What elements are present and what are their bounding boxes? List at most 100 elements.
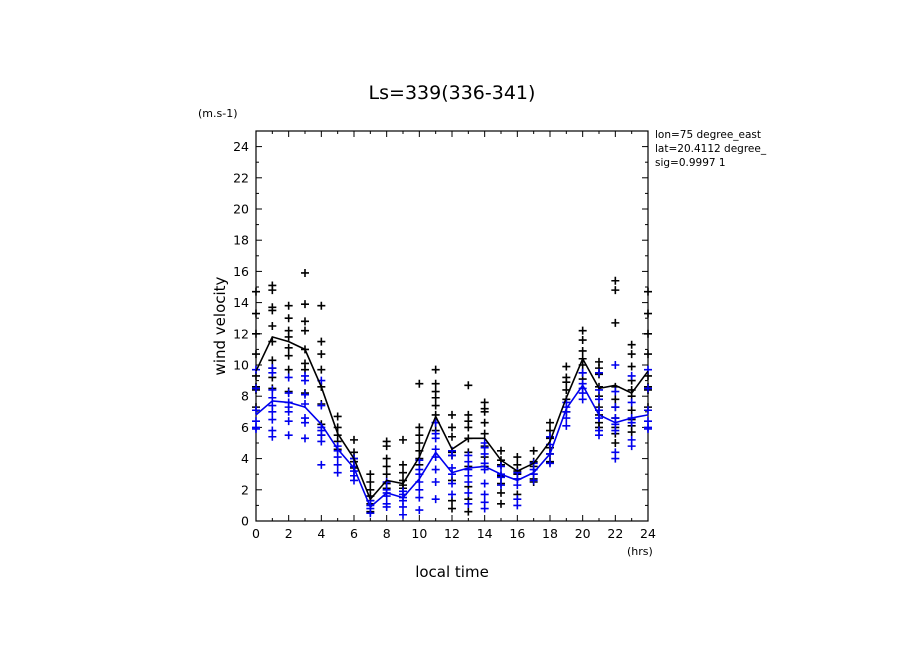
- blue-scatter-point: [578, 368, 587, 377]
- black-scatter-point: [644, 309, 652, 318]
- x-tick-label: 10: [411, 526, 427, 541]
- black-scatter-point: [415, 423, 424, 432]
- blue-scatter-point: [611, 387, 620, 396]
- blue-scatter-point: [431, 434, 440, 443]
- blue-scatter-point: [497, 481, 505, 490]
- y-unit-label: (m.s-1): [198, 107, 238, 120]
- x-tick-label: 0: [252, 526, 260, 541]
- y-tick-label: 22: [233, 170, 249, 185]
- black-scatter-point: [431, 393, 440, 402]
- annotation-lat: lat=20.4112 degree_: [655, 143, 767, 155]
- x-tick-label: 16: [509, 526, 525, 541]
- black-scatter-point: [317, 337, 326, 346]
- black-scatter-point: [448, 504, 456, 513]
- black-scatter-point: [252, 309, 260, 318]
- y-tick-label: 2: [241, 482, 249, 497]
- black-scatter-point: [415, 379, 424, 388]
- y-axis-label: wind velocity: [211, 276, 229, 375]
- black-scatter-point: [578, 346, 587, 355]
- x-tick-label: 20: [575, 526, 591, 541]
- black-scatter-point: [513, 453, 522, 462]
- blue-scatter-point: [497, 462, 505, 471]
- black-scatter-point: [562, 378, 571, 387]
- x-tick-label: 2: [285, 526, 293, 541]
- black-scatter-point: [644, 329, 652, 338]
- black-scatter-point: [301, 268, 309, 277]
- blue-scatter-point: [284, 431, 293, 440]
- blue-scatter-point: [301, 376, 309, 385]
- y-tick-label: 10: [233, 358, 249, 373]
- black-scatter-point: [252, 350, 260, 359]
- black-scatter-point: [268, 306, 277, 315]
- y-tick-label: 20: [233, 202, 249, 217]
- blue-scatter-point: [399, 510, 407, 519]
- blue-scatter-point: [366, 509, 375, 518]
- y-tick-label: 4: [241, 451, 249, 466]
- black-scatter-point: [317, 365, 326, 374]
- blue-scatter-point: [415, 506, 424, 515]
- black-scatter-point: [480, 429, 489, 438]
- blue-scatter-point: [627, 418, 636, 427]
- y-tick-label: 12: [233, 326, 249, 341]
- black-scatter-point: [350, 435, 358, 444]
- black-scatter-point: [252, 329, 260, 338]
- black-scatter-point: [431, 401, 440, 410]
- black-scatter-point: [611, 439, 620, 447]
- black-scatter-point: [448, 423, 456, 432]
- blue-scatter-point: [464, 499, 473, 508]
- blue-scatter-point: [611, 403, 620, 412]
- black-scatter-point: [284, 343, 293, 352]
- x-tick-label: 24: [640, 526, 656, 541]
- black-scatter-point: [611, 318, 620, 327]
- black-scatter-point: [284, 301, 293, 310]
- blue-scatter-point: [480, 449, 489, 458]
- blue-scatter-point: [431, 465, 440, 474]
- black-scatter-point: [627, 428, 636, 437]
- blue-scatter-point: [448, 451, 456, 460]
- black-scatter-point: [333, 412, 342, 421]
- black-scatter-point: [448, 432, 456, 441]
- black-mean-line: [255, 335, 649, 501]
- blue-scatter-point: [611, 454, 620, 463]
- blue-scatter-point: [317, 460, 326, 469]
- blue-scatter-point: [301, 434, 309, 443]
- x-tick-label: 8: [383, 526, 391, 541]
- blue-scatter-point: [464, 457, 473, 466]
- chart-title: Ls=339(336-341): [369, 82, 536, 104]
- black-scatter-point: [464, 381, 473, 390]
- blue-scatter-point: [333, 460, 342, 469]
- black-scatter-point: [627, 350, 636, 359]
- blue-scatter-point: [284, 407, 293, 416]
- y-tick-label: 24: [233, 139, 249, 154]
- blue-scatter-point: [252, 424, 260, 433]
- blue-scatter-point: [529, 476, 538, 485]
- blue-scatter-point: [448, 490, 456, 499]
- blue-scatter-point: [268, 407, 277, 416]
- blue-scatter-point: [448, 479, 456, 488]
- y-tick-label: 18: [233, 233, 249, 248]
- blue-scatter-point: [301, 418, 309, 427]
- x-tick-label: 18: [542, 526, 558, 541]
- blue-scatter-point: [284, 417, 293, 426]
- y-tick-label: 16: [233, 264, 249, 279]
- black-scatter-point: [611, 286, 620, 295]
- black-scatter-point: [562, 362, 571, 371]
- black-scatter-point: [464, 423, 473, 432]
- black-scatter-point: [317, 301, 326, 310]
- x-tick-label: 22: [607, 526, 623, 541]
- black-scatter-point: [497, 446, 505, 455]
- plot-frame: [255, 130, 649, 522]
- black-scatter-point: [301, 317, 309, 326]
- black-scatter-point: [301, 300, 309, 309]
- black-scatter-point: [284, 365, 293, 374]
- blue-scatter-point: [415, 485, 424, 494]
- y-tick-label: 8: [241, 389, 249, 404]
- black-scatter-point: [431, 379, 440, 388]
- black-scatter-point: [644, 350, 652, 359]
- blue-scatter-point: [431, 478, 440, 486]
- blue-scatter-point: [644, 424, 652, 433]
- black-scatter-point: [497, 488, 505, 497]
- blue-scatter-point: [252, 384, 260, 393]
- blue-scatter-point: [252, 406, 260, 415]
